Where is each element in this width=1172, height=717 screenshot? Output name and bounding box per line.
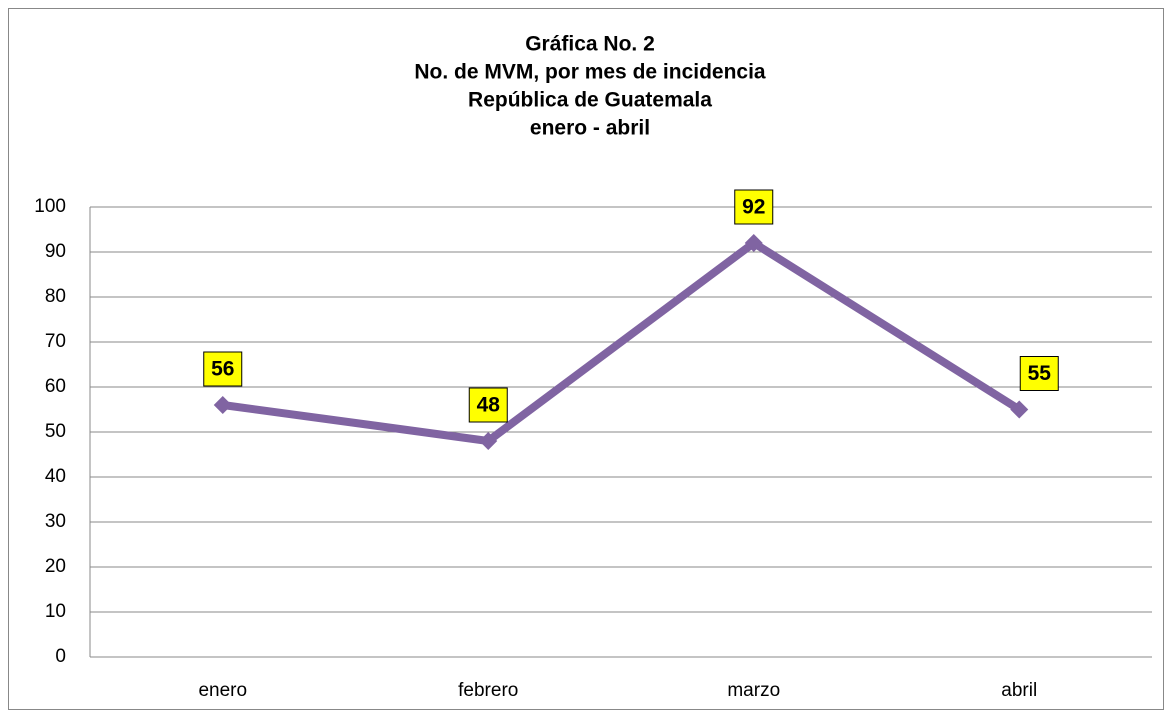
chart-title: enero - abril xyxy=(530,117,650,140)
y-tick-label: 20 xyxy=(45,556,66,577)
value-label: 92 xyxy=(742,196,765,219)
y-tick-label: 80 xyxy=(45,286,66,307)
marker xyxy=(744,234,763,252)
x-tick-label: marzo xyxy=(727,680,780,701)
y-tick-label: 30 xyxy=(45,511,66,532)
chart-title: No. de MVM, por mes de incidencia xyxy=(414,61,766,84)
y-tick-label: 70 xyxy=(45,331,66,352)
y-tick-label: 10 xyxy=(45,601,66,622)
value-label: 55 xyxy=(1028,362,1052,385)
marker xyxy=(1010,400,1029,419)
line xyxy=(222,239,1022,445)
value-label-box xyxy=(203,351,243,387)
y-tick-label: 0 xyxy=(55,646,66,667)
value-label-box xyxy=(734,189,774,225)
y-tick-label: 100 xyxy=(34,196,66,217)
chart-border xyxy=(8,8,1164,710)
chart-title: Gráfica No. 2 xyxy=(525,33,655,56)
x-tick-label: enero xyxy=(198,680,247,701)
marker xyxy=(479,432,498,450)
y-tick-label: 90 xyxy=(45,241,66,262)
y-tick-label: 40 xyxy=(45,466,66,487)
value-label: 56 xyxy=(211,358,234,381)
marker xyxy=(213,396,232,414)
value-label: 48 xyxy=(477,394,501,417)
chart-title: República de Guatemala xyxy=(468,89,712,112)
y-tick-label: 60 xyxy=(45,376,66,397)
y-tick-label: 50 xyxy=(45,421,66,442)
x-tick-label: febrero xyxy=(458,680,518,701)
x-tick-label: abril xyxy=(1001,680,1037,701)
value-label-box xyxy=(468,387,508,423)
value-label-box xyxy=(1019,356,1059,391)
